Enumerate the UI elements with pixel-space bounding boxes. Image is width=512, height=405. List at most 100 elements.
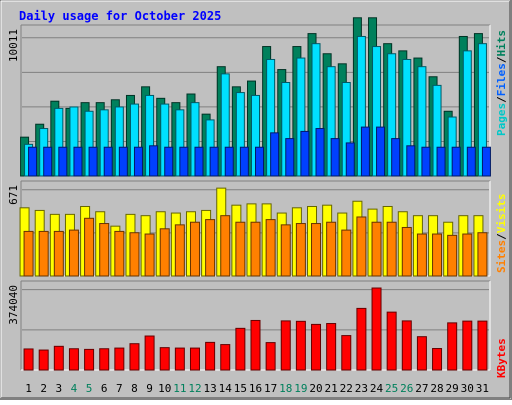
bar-sites-day-26 <box>401 226 412 277</box>
x-tick-label-10: 10 <box>158 382 171 395</box>
x-tick-label-5: 5 <box>86 382 93 395</box>
bar-kbytes-day-28 <box>432 348 443 371</box>
y-max-label: 374040 <box>7 285 20 325</box>
chart-panels: 10011Pages/Files/Hits671Sites/Visits3740… <box>7 17 508 378</box>
bar-sites-day-27 <box>416 233 427 277</box>
x-tick-label-16: 16 <box>249 382 262 395</box>
x-tick-label-19: 19 <box>294 382 307 395</box>
bar-pages-day-18 <box>285 138 295 177</box>
legend-item-sites: Sites <box>495 240 508 273</box>
bar-sites-day-22 <box>341 229 352 277</box>
bar-sites-day-23 <box>356 216 367 277</box>
bar-sites-day-8 <box>129 232 140 277</box>
bar-pages-day-19 <box>300 130 310 177</box>
bar-sites-day-14 <box>220 215 231 277</box>
bar-pages-day-5 <box>88 146 98 177</box>
bar-sites-day-15 <box>235 221 246 277</box>
bar-pages-day-28 <box>436 146 446 177</box>
bar-sites-day-12 <box>189 221 200 277</box>
bar-kbytes-day-23 <box>356 307 367 371</box>
bar-kbytes-day-25 <box>386 311 397 371</box>
x-tick-label-11: 11 <box>173 382 186 395</box>
bar-kbytes-day-1 <box>23 348 34 371</box>
legend-kbytes: KBytes <box>495 338 508 378</box>
legend-separator: / <box>495 233 508 240</box>
bar-pages-day-15 <box>239 146 249 177</box>
x-tick-label-9: 9 <box>146 382 153 395</box>
bar-kbytes-day-24 <box>371 287 382 371</box>
panel-hits-files-pages: 10011 Pages/Files/Hits <box>7 17 508 177</box>
legend-separator: / <box>495 56 508 63</box>
bar-kbytes-day-2 <box>38 349 49 371</box>
bar-kbytes-day-31 <box>477 320 488 371</box>
legend-text: Sites/Visits <box>495 194 508 274</box>
bar-kbytes-day-11 <box>174 347 185 371</box>
bar-kbytes-day-5 <box>84 348 95 371</box>
bar-pages-day-8 <box>133 146 143 177</box>
bar-pages-day-3 <box>58 146 68 177</box>
bar-sites-day-20 <box>311 223 322 277</box>
bar-sites-day-13 <box>205 219 216 277</box>
x-tick-label-31: 31 <box>476 382 489 395</box>
bar-sites-day-16 <box>250 221 261 277</box>
bar-kbytes-day-7 <box>114 347 125 371</box>
bar-sites-day-7 <box>114 230 125 277</box>
x-tick-label-23: 23 <box>355 382 368 395</box>
bar-sites-day-3 <box>53 230 64 277</box>
bar-kbytes-day-13 <box>205 341 216 371</box>
bar-pages-day-10 <box>164 146 174 177</box>
bar-sites-day-19 <box>295 223 306 277</box>
bar-kbytes-day-12 <box>189 347 200 371</box>
bar-pages-day-17 <box>270 132 280 177</box>
chart-title: Daily usage for October 2025 <box>19 9 221 23</box>
x-tick-label-28: 28 <box>430 382 443 395</box>
bar-kbytes-day-3 <box>53 345 64 371</box>
legend-item-files: Files <box>495 63 508 96</box>
bar-sites-day-24 <box>371 221 382 277</box>
legend-item-kbytes: KBytes <box>495 338 508 378</box>
legend-text: Pages/Files/Hits <box>495 30 508 136</box>
panel-kbytes: 374040 KBytes <box>7 280 508 378</box>
bar-pages-day-29 <box>451 146 461 177</box>
x-tick-label-26: 26 <box>400 382 413 395</box>
x-tick-label-7: 7 <box>116 382 123 395</box>
legend-item-hits: Hits <box>495 30 508 57</box>
bar-sites-day-4 <box>68 229 79 277</box>
bar-sites-day-30 <box>462 233 473 277</box>
x-tick-label-30: 30 <box>461 382 474 395</box>
legend-hits-files-pages: Pages/Files/Hits <box>495 30 508 136</box>
legend-visits-sites: Sites/Visits <box>495 194 508 274</box>
x-tick-label-17: 17 <box>264 382 277 395</box>
bar-sites-day-5 <box>84 217 95 277</box>
bar-pages-day-21 <box>330 138 340 177</box>
x-tick-label-8: 8 <box>131 382 138 395</box>
legend-separator: / <box>495 96 508 103</box>
bar-sites-day-2 <box>38 230 49 277</box>
bar-pages-day-20 <box>315 128 325 177</box>
bar-sites-day-9 <box>144 233 155 277</box>
bar-sites-day-10 <box>159 228 170 277</box>
bar-sites-day-21 <box>326 221 337 277</box>
bar-sites-day-29 <box>447 234 458 277</box>
series-kbytes <box>23 287 488 371</box>
x-tick-label-20: 20 <box>309 382 322 395</box>
bar-kbytes-day-16 <box>250 319 261 371</box>
bar-pages-day-25 <box>391 138 401 177</box>
x-tick-label-4: 4 <box>71 382 78 395</box>
bar-sites-day-1 <box>23 230 34 277</box>
y-max-label: 10011 <box>7 29 20 62</box>
bar-pages-day-12 <box>194 146 204 177</box>
x-tick-label-27: 27 <box>415 382 428 395</box>
bar-kbytes-day-10 <box>159 347 170 371</box>
bar-pages-day-30 <box>466 146 476 177</box>
bar-kbytes-day-4 <box>68 348 79 371</box>
bar-sites-day-11 <box>174 224 185 277</box>
bar-kbytes-day-19 <box>295 320 306 371</box>
bar-pages-day-2 <box>43 146 53 177</box>
bar-sites-day-31 <box>477 232 488 277</box>
bar-pages-day-27 <box>421 146 431 177</box>
bar-kbytes-day-18 <box>280 320 291 371</box>
series-pages <box>28 126 491 177</box>
x-tick-label-13: 13 <box>203 382 216 395</box>
x-tick-label-1: 1 <box>25 382 32 395</box>
